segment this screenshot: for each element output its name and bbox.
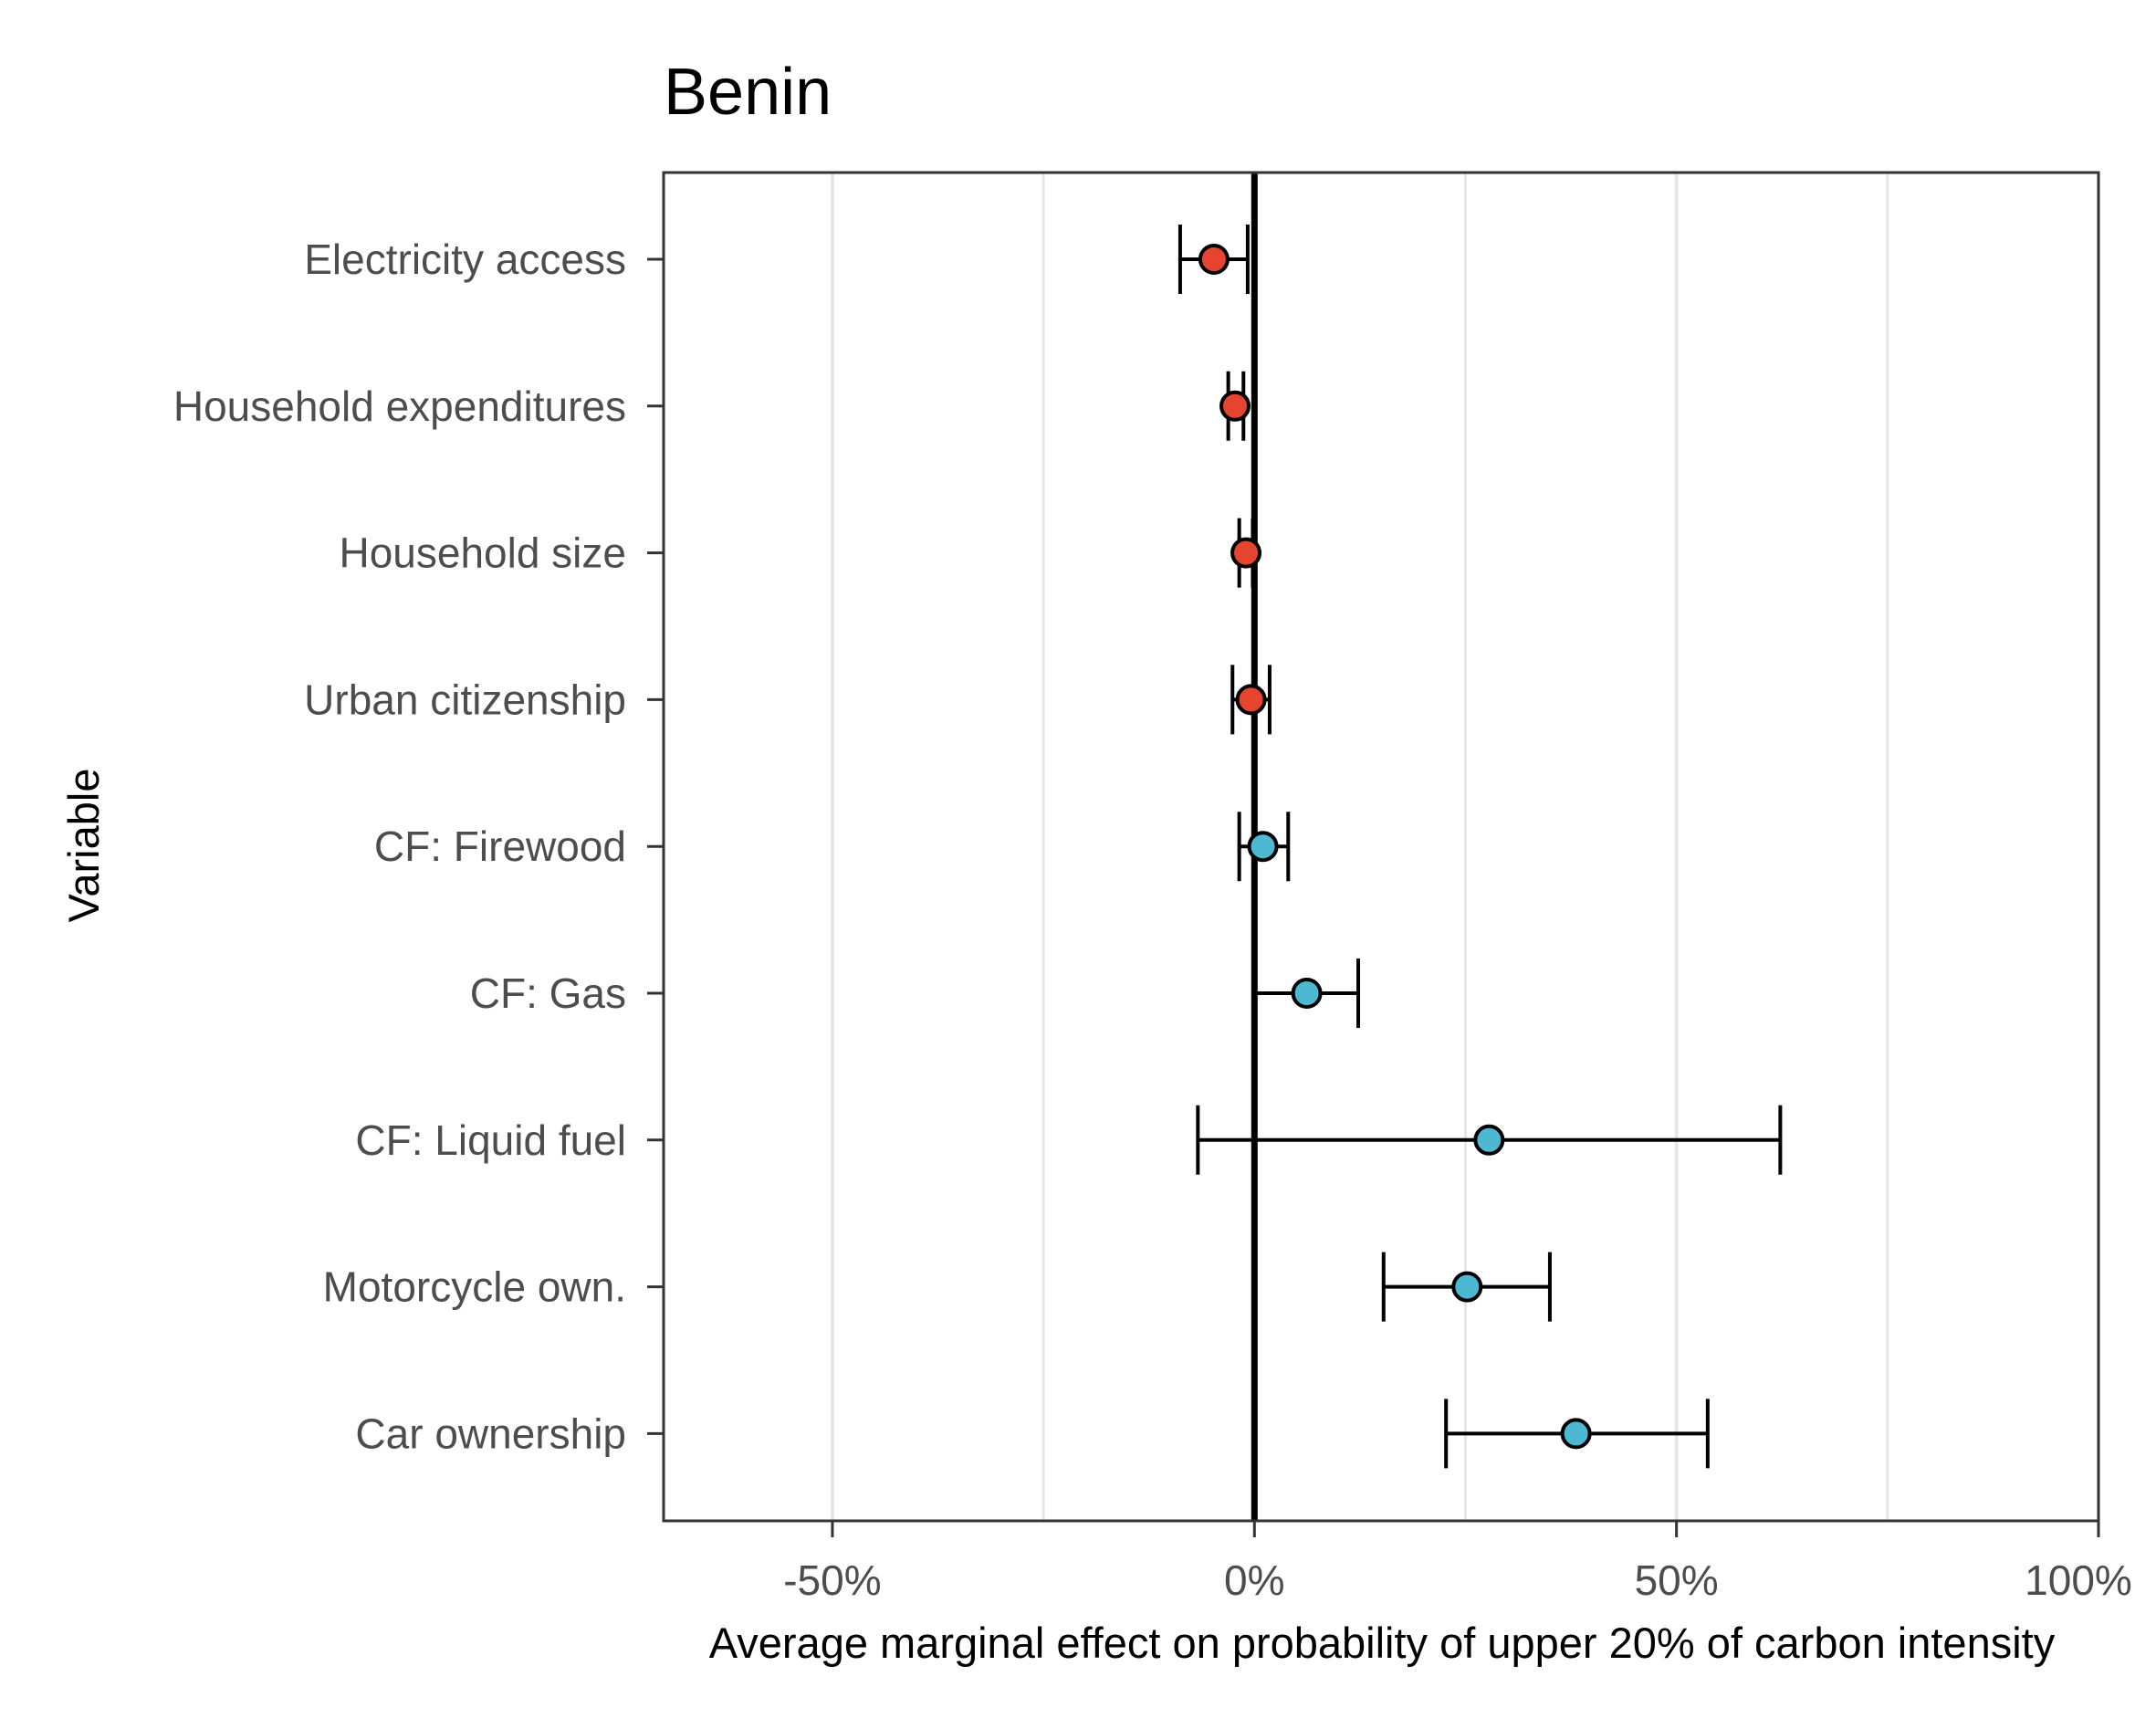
x-axis-title: Average marginal effect on probability o… xyxy=(709,1619,2056,1667)
y-tick-label: CF: Firewood xyxy=(374,823,626,870)
data-point xyxy=(1473,1124,1505,1156)
data-point xyxy=(1560,1418,1592,1450)
x-tick-label: 50% xyxy=(1635,1556,1719,1604)
data-marks xyxy=(1177,225,1783,1469)
y-tick-label: Household size xyxy=(339,529,626,577)
x-tick-label: 0% xyxy=(1224,1556,1284,1604)
x-tick-label: 100% xyxy=(2025,1556,2132,1604)
chart-title: Benin xyxy=(664,56,832,129)
y-axis: Electricity access Household expenditures… xyxy=(173,236,664,1457)
x-axis: -50% 0% 50% 100% xyxy=(783,1521,2132,1604)
data-point xyxy=(1230,537,1262,569)
data-point xyxy=(1235,684,1267,716)
y-tick-label: CF: Gas xyxy=(470,969,626,1017)
data-point xyxy=(1247,831,1279,863)
y-tick-label: Electricity access xyxy=(304,236,626,283)
y-tick-label: CF: Liquid fuel xyxy=(355,1116,626,1164)
data-point xyxy=(1198,244,1230,275)
y-tick-label: Household expenditures xyxy=(173,382,626,430)
y-tick-label: Urban citizenship xyxy=(304,676,626,723)
y-tick-label: Motorcycle own. xyxy=(323,1263,626,1311)
data-point xyxy=(1451,1271,1483,1303)
data-point xyxy=(1291,978,1323,1009)
x-tick-label: -50% xyxy=(783,1556,881,1604)
y-axis-title: Variable xyxy=(59,769,108,923)
data-point xyxy=(1219,390,1251,422)
y-tick-label: Car ownership xyxy=(355,1409,626,1457)
